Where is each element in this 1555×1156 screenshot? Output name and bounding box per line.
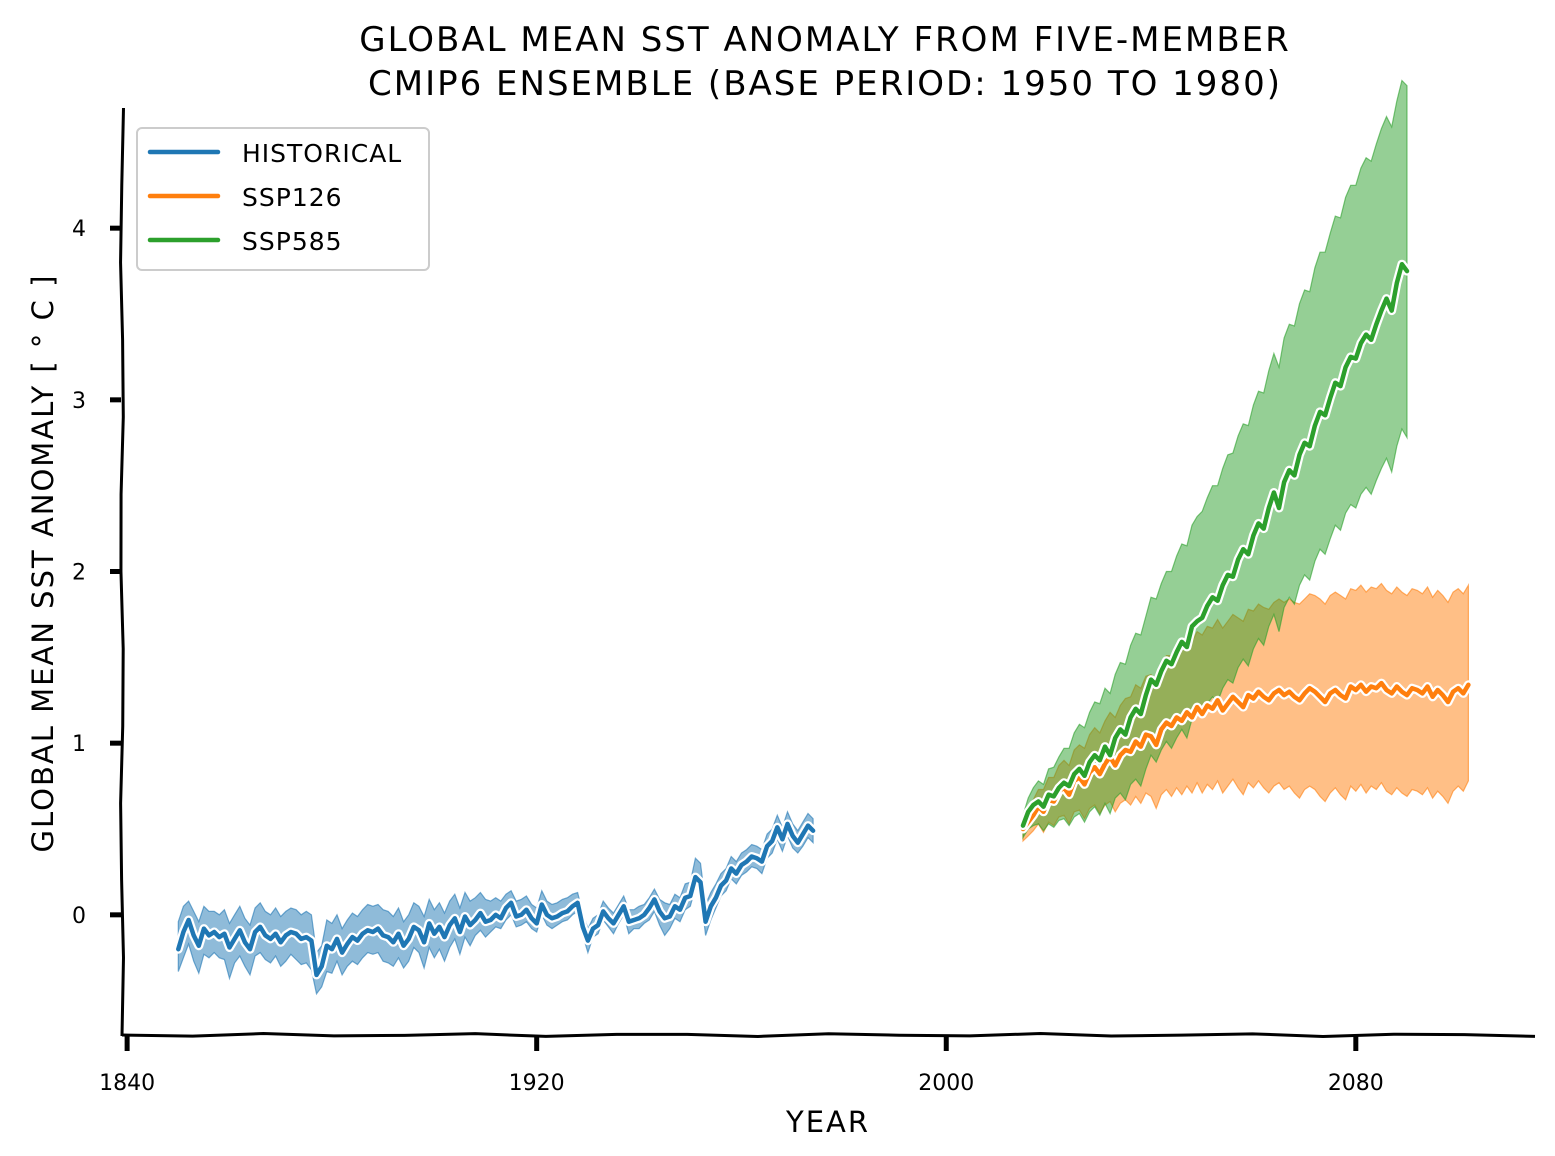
chart-title: Global mean SST anomaly from five-member… xyxy=(0,18,1555,106)
line-ssp585 xyxy=(1020,261,1410,828)
y-tick-label: 0 xyxy=(72,904,86,929)
x-tick-label: 2080 xyxy=(1328,1071,1384,1096)
legend-box xyxy=(136,127,430,271)
x-tick-label: 1840 xyxy=(99,1071,155,1096)
y-tick-label: 1 xyxy=(72,732,86,757)
y-tick-label: 4 xyxy=(72,217,86,242)
x-axis-label: Year xyxy=(785,1105,870,1139)
line-ssp126 xyxy=(1020,680,1471,832)
legend-label-ssp126: ssp126 xyxy=(242,183,343,212)
x-tick-label: 2000 xyxy=(918,1071,974,1096)
legend-label-ssp585: ssp585 xyxy=(242,227,343,256)
legend-label-historical: historical xyxy=(242,139,402,168)
legend: historical ssp126 ssp585 xyxy=(136,127,430,271)
x-ticks: 1840 1920 2000 2080 xyxy=(99,1035,1384,1096)
y-axis-label: Global mean SST anomaly [ ° C ] xyxy=(26,274,60,853)
y-ticks: 0 1 2 3 4 xyxy=(72,217,121,929)
line-historical xyxy=(176,821,816,978)
y-tick-label: 2 xyxy=(72,561,86,586)
chart-title-line-1: Global mean SST anomaly from five-member xyxy=(359,20,1291,60)
x-tick-label: 1920 xyxy=(509,1071,565,1096)
series-lines xyxy=(173,259,1473,980)
y-tick-label: 3 xyxy=(72,389,86,414)
band-ssp585 xyxy=(1022,79,1408,840)
chart-title-line-2: CMIP6 ensemble (base period: 1950 to 198… xyxy=(368,64,1282,104)
x-axis-line xyxy=(121,1031,1536,1038)
